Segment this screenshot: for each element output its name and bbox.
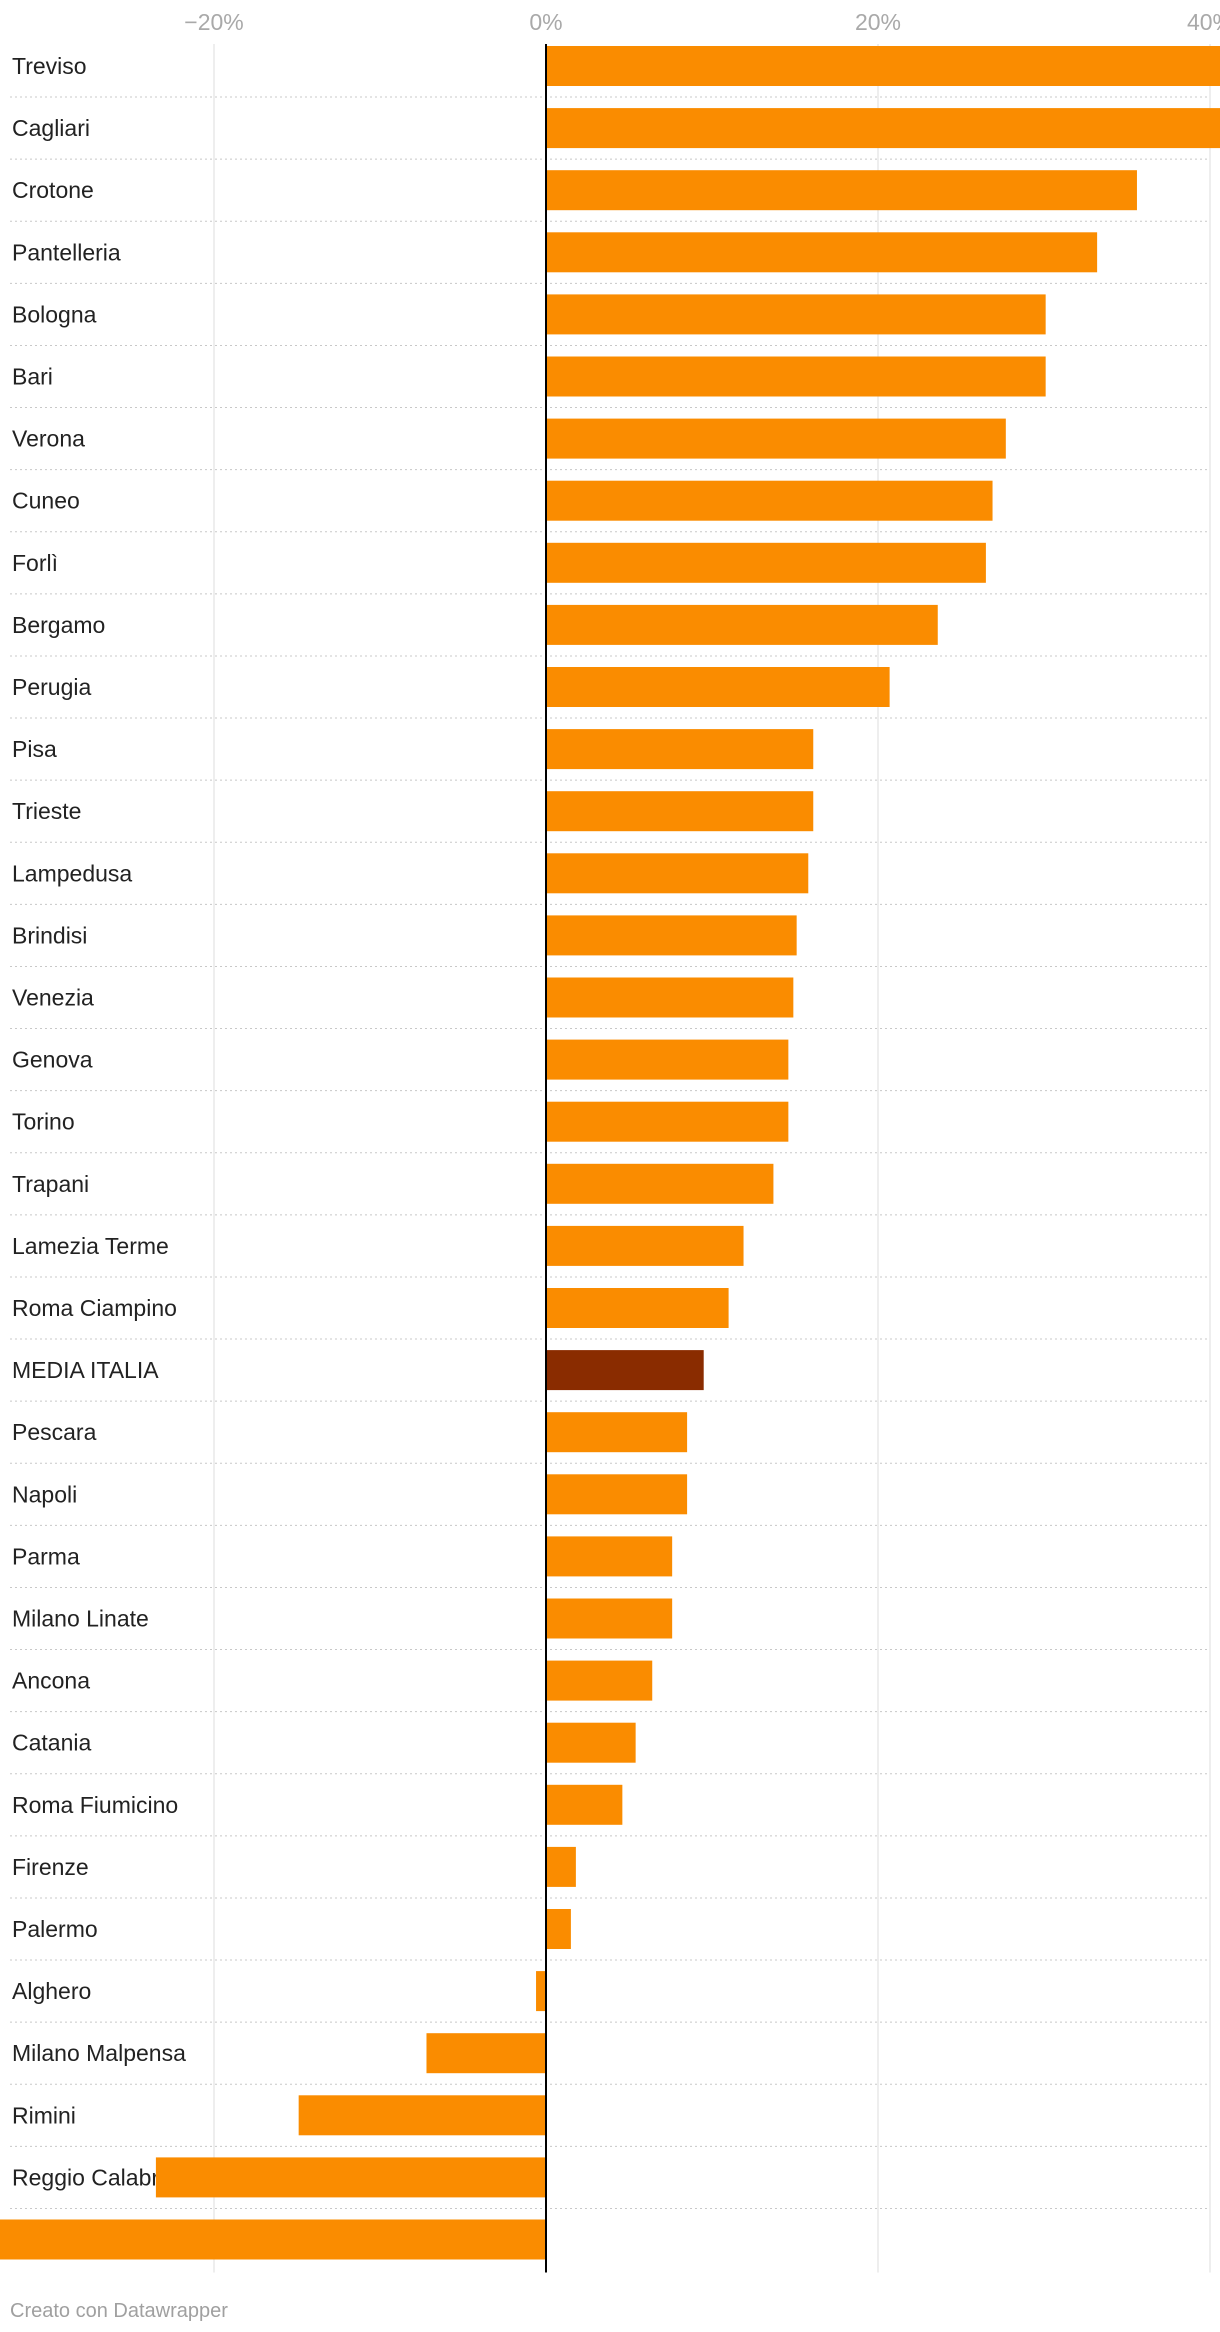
category-label: Ancona bbox=[12, 1668, 90, 1694]
category-label: Bari bbox=[12, 364, 53, 390]
category-label: Alghero bbox=[12, 1978, 91, 2004]
bar bbox=[546, 1163, 774, 1204]
category-label: Bologna bbox=[12, 301, 97, 327]
bar bbox=[546, 1660, 653, 1701]
bar bbox=[546, 853, 809, 894]
category-label: Milano Malpensa bbox=[12, 2040, 186, 2066]
bar bbox=[546, 356, 1046, 397]
chart-credit: Creato con Datawrapper bbox=[10, 2300, 228, 2322]
category-label: Catania bbox=[12, 1730, 91, 1756]
bar bbox=[546, 170, 1137, 211]
category-label: Rimini bbox=[12, 2102, 76, 2128]
bar bbox=[426, 2033, 546, 2074]
category-label: Napoli bbox=[12, 1481, 77, 1507]
bar bbox=[546, 1412, 688, 1453]
bar bbox=[546, 1909, 571, 1949]
bar bbox=[546, 1474, 688, 1515]
bar bbox=[546, 667, 890, 707]
category-label: Roma Fiumicino bbox=[12, 1792, 178, 1818]
category-label: Lampedusa bbox=[12, 860, 132, 886]
category-label: Roma Ciampino bbox=[12, 1295, 177, 1321]
category-label: Perugia bbox=[12, 674, 91, 700]
x-axis-ticks: −40%−20%0%20%40%60%80% bbox=[184, 9, 1220, 35]
category-label: Crotone bbox=[12, 177, 94, 203]
bar bbox=[546, 1784, 623, 1825]
bar bbox=[546, 1288, 729, 1328]
category-label: MEDIA ITALIA bbox=[12, 1357, 159, 1383]
category-label: Parma bbox=[12, 1543, 80, 1569]
bar bbox=[546, 232, 1098, 273]
x-tick-label: 40% bbox=[1187, 9, 1220, 35]
category-label: Treviso bbox=[12, 53, 87, 79]
category-rows: Treviso Cagliari Crotone Pantelleria Bologna… bbox=[10, 53, 1208, 2253]
category-label: Bergamo bbox=[12, 612, 105, 638]
bar bbox=[546, 1225, 744, 1266]
bar bbox=[546, 1536, 673, 1577]
x-tick-label: −20% bbox=[184, 9, 243, 35]
category-label: Reggio Calabria bbox=[12, 2164, 177, 2190]
category-label: Trapani bbox=[12, 1171, 89, 1197]
bar bbox=[546, 480, 993, 521]
bar bbox=[546, 791, 814, 832]
category-label: Pisa bbox=[12, 736, 57, 762]
bar bbox=[546, 1039, 789, 1080]
category-label: Pescara bbox=[12, 1419, 97, 1445]
category-label: Trieste bbox=[12, 798, 81, 824]
category-label: Cagliari bbox=[12, 115, 90, 141]
bar bbox=[546, 915, 797, 956]
bar bbox=[546, 46, 1220, 86]
category-label: Cuneo bbox=[12, 488, 80, 514]
category-label: Genova bbox=[12, 1047, 93, 1073]
bar bbox=[536, 1971, 546, 2012]
x-tick-label: 0% bbox=[529, 9, 562, 35]
bar bbox=[546, 1350, 704, 1391]
category-label: Pantelleria bbox=[12, 239, 121, 265]
category-label: Venezia bbox=[12, 985, 94, 1011]
category-label: Palermo bbox=[12, 1916, 98, 1942]
bars bbox=[0, 46, 1220, 2260]
bar bbox=[0, 2219, 547, 2260]
bar bbox=[546, 1101, 789, 1142]
x-tick-label: 20% bbox=[855, 9, 901, 35]
bar bbox=[546, 604, 938, 645]
bar bbox=[546, 1722, 636, 1763]
category-label: Torino bbox=[12, 1109, 75, 1135]
bar bbox=[546, 294, 1046, 335]
bar bbox=[546, 542, 986, 583]
category-label: Forlì bbox=[12, 550, 58, 576]
bar bbox=[546, 977, 794, 1018]
bar bbox=[546, 108, 1220, 149]
bar bbox=[546, 418, 1006, 459]
bar bbox=[546, 1846, 576, 1887]
bar bbox=[155, 2157, 546, 2198]
category-label: Milano Linate bbox=[12, 1606, 149, 1632]
bar bbox=[546, 1598, 673, 1639]
bar bbox=[546, 729, 814, 770]
category-label: Brindisi bbox=[12, 922, 87, 948]
category-label: Verona bbox=[12, 426, 85, 452]
grid-lines bbox=[213, 44, 1211, 2273]
bar bbox=[298, 2095, 546, 2136]
category-label: Firenze bbox=[12, 1854, 89, 1880]
category-label: Lamezia Terme bbox=[12, 1233, 169, 1259]
